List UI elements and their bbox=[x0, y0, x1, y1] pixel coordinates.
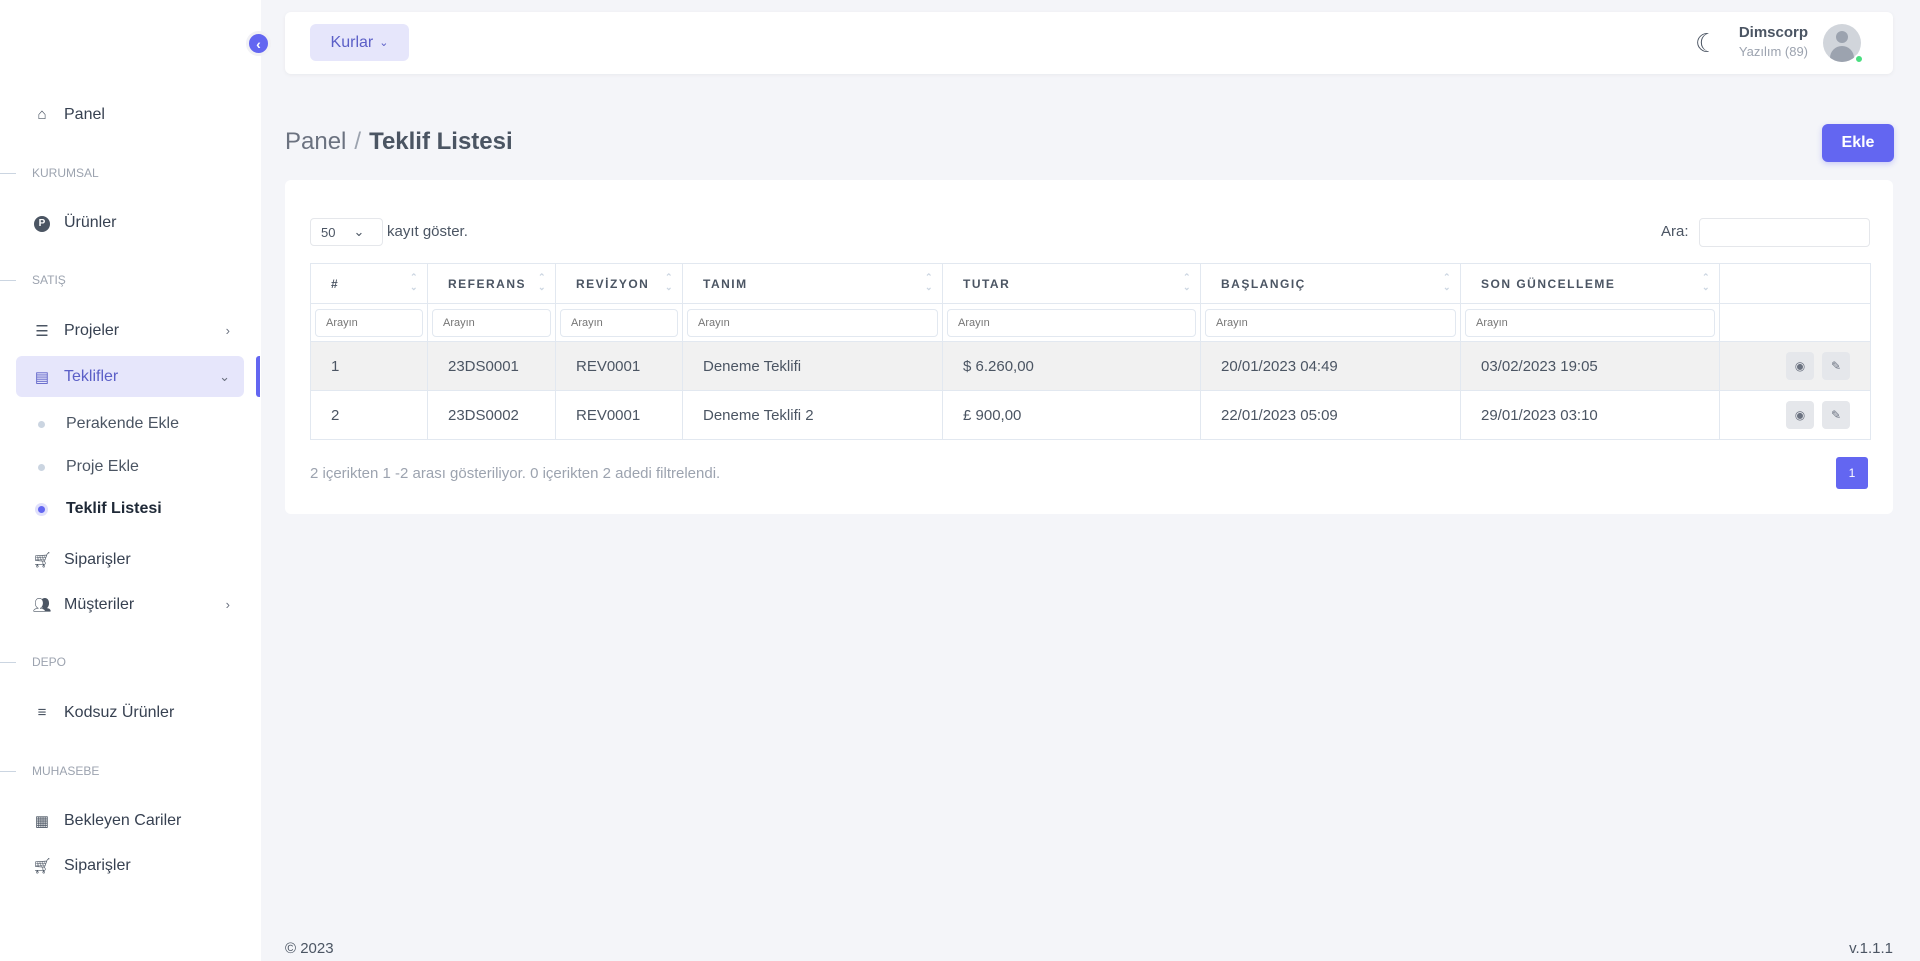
column-header-actions bbox=[1719, 263, 1871, 304]
search-label: Ara: bbox=[1661, 223, 1689, 240]
avatar[interactable] bbox=[1823, 24, 1861, 62]
column-header-revizyon[interactable]: REVİZYON ⌃ ⌄ bbox=[555, 263, 683, 304]
filter-input-tutar[interactable] bbox=[947, 308, 1196, 337]
sidebar-item-siparisler[interactable]: 🛒︎ Siparişler bbox=[32, 550, 131, 569]
home-icon: ⌂ bbox=[37, 106, 47, 123]
filter-input-tanim[interactable] bbox=[687, 308, 938, 337]
table-info: 2 içerikten 1 -2 arası gösteriliyor. 0 i… bbox=[310, 465, 721, 482]
active-indicator bbox=[256, 356, 260, 397]
column-header-referans[interactable]: REFERANS ⌃ ⌄ bbox=[427, 263, 556, 304]
section-muhasebe: MUHASEBE bbox=[0, 764, 99, 778]
chevron-left-icon: ‹ bbox=[256, 35, 261, 52]
sidebar-sub-teklif-listesi[interactable]: Teklif Listesi bbox=[16, 494, 162, 524]
sort-icon: ⌃ ⌄ bbox=[664, 272, 674, 292]
sidebar-sub-perakende-ekle[interactable]: Perakende Ekle bbox=[16, 409, 179, 439]
sort-icon: ⌃ ⌄ bbox=[1701, 272, 1711, 292]
chevron-right-icon: › bbox=[225, 597, 230, 612]
column-header-son-guncelleme[interactable]: SON GÜNCELLEME ⌃ ⌄ bbox=[1460, 263, 1720, 304]
kurlar-dropdown[interactable]: Kurlar ⌄ bbox=[310, 24, 409, 61]
dot-icon bbox=[38, 505, 45, 513]
user-name: Dimscorp bbox=[1738, 24, 1808, 41]
page-length-label: kayıt göster. bbox=[387, 223, 468, 240]
view-eye-icon[interactable]: ◉ bbox=[1786, 352, 1814, 380]
page-title: Teklif Listesi bbox=[369, 128, 513, 155]
table-row: 1 23DS0001 REV0001 Deneme Teklifi $ 6.26… bbox=[310, 341, 1871, 391]
filter-input-revizyon[interactable] bbox=[560, 308, 678, 337]
column-header-baslangic[interactable]: BAŞLANGIÇ ⌃ ⌄ bbox=[1200, 263, 1461, 304]
dark-mode-toggle-moon-icon[interactable]: ☾ bbox=[1695, 28, 1719, 58]
sidebar-item-musteriler[interactable]: 👥︎ Müşteriler › bbox=[32, 595, 230, 614]
breadcrumb-panel[interactable]: Panel bbox=[285, 128, 347, 155]
column-header-tanim[interactable]: TANIM ⌃ ⌄ bbox=[682, 263, 943, 304]
edit-icon[interactable]: ✎ bbox=[1822, 352, 1850, 380]
filter-input-son-guncelleme[interactable] bbox=[1465, 308, 1715, 337]
filter-input-referans[interactable] bbox=[432, 308, 551, 337]
add-button[interactable]: Ekle bbox=[1822, 124, 1894, 162]
sidebar: ⌂ Panel KURUMSAL P Ürünler SATIŞ ☰ Projeler… bbox=[0, 0, 261, 961]
user-role: Yazılım (89) bbox=[1738, 44, 1808, 59]
sidebar-collapse-button[interactable]: ‹ bbox=[246, 31, 271, 56]
section-kurumsal: KURUMSAL bbox=[0, 166, 99, 180]
sidebar-item-kodsuz-urunler[interactable]: ≡ Kodsuz Ürünler bbox=[16, 692, 244, 733]
dot-icon bbox=[38, 463, 45, 471]
users-icon: 👥︎ bbox=[32, 596, 52, 614]
sort-icon: ⌃ ⌄ bbox=[924, 272, 934, 292]
sidebar-item-bekleyen-cariler[interactable]: ▦ Bekleyen Cariler bbox=[16, 800, 244, 841]
chevron-down-icon: ⌄ bbox=[379, 37, 389, 49]
cart-icon: 🛒︎ bbox=[32, 551, 52, 569]
sidebar-item-projeler[interactable]: ☰ Projeler › bbox=[16, 310, 244, 351]
pagination-page-1[interactable]: 1 bbox=[1836, 457, 1868, 489]
sidebar-item-urunler[interactable]: P Ürünler bbox=[16, 202, 244, 243]
dot-icon bbox=[38, 420, 45, 428]
sort-icon: ⌃ ⌄ bbox=[409, 272, 419, 292]
sidebar-item-panel[interactable]: ⌂ Panel bbox=[16, 94, 244, 135]
cart-icon: 🛒︎ bbox=[32, 857, 52, 875]
section-depo: DEPO bbox=[0, 655, 66, 669]
filter-row bbox=[310, 303, 1871, 342]
filter-input-baslangic[interactable] bbox=[1205, 308, 1456, 337]
offers-table: # ⌃ ⌄ REFERANS ⌃ ⌄ REVİZYON ⌃ ⌄ TANIM ⌃ ⌄ TUTAR ⌃… bbox=[310, 263, 1871, 440]
list-icon: ▤ bbox=[34, 368, 50, 386]
chevron-right-icon: › bbox=[225, 323, 230, 338]
top-header: Kurlar ⌄ ☾ Dimscorp Yazılım (89) bbox=[285, 12, 1893, 74]
page-length-select[interactable]: 50 ⌄ bbox=[310, 218, 383, 246]
search-input[interactable] bbox=[1699, 218, 1870, 247]
p-circle-icon: P bbox=[32, 213, 52, 232]
chevron-down-icon: ⌄ bbox=[353, 224, 365, 239]
footer-copyright: © 2023 bbox=[285, 940, 334, 957]
column-header-tutar[interactable]: TUTAR ⌃ ⌄ bbox=[942, 263, 1201, 304]
user-info[interactable]: Dimscorp Yazılım (89) bbox=[1739, 24, 1808, 59]
stack-icon: ☰ bbox=[35, 322, 49, 340]
chevron-down-icon: ⌄ bbox=[219, 368, 230, 384]
building-icon: ▦ bbox=[34, 812, 50, 830]
sidebar-sub-proje-ekle[interactable]: Proje Ekle bbox=[16, 452, 139, 482]
sort-icon: ⌃ ⌄ bbox=[1182, 272, 1192, 292]
edit-icon[interactable]: ✎ bbox=[1822, 401, 1850, 429]
breadcrumb: Panel / Teklif Listesi bbox=[285, 128, 513, 155]
sort-icon: ⌃ ⌄ bbox=[537, 272, 547, 292]
sidebar-item-teklifler[interactable]: ▤ Teklifler ⌄ bbox=[16, 356, 244, 397]
online-status-dot bbox=[1854, 54, 1864, 64]
filter-input-number[interactable] bbox=[315, 308, 423, 337]
lines-icon: ≡ bbox=[37, 704, 47, 721]
sidebar-item-siparisler-muhasebe[interactable]: 🛒︎ Siparişler bbox=[32, 856, 131, 875]
footer-version: v.1.1.1 bbox=[1849, 940, 1893, 957]
table-card: 50 ⌄ kayıt göster. Ara: # ⌃ ⌄ REFERANS ⌃ ⌄ RE… bbox=[285, 180, 1893, 514]
table-row: 2 23DS0002 REV0001 Deneme Teklifi 2 £ 90… bbox=[310, 390, 1871, 440]
sort-icon: ⌃ ⌄ bbox=[1442, 272, 1452, 292]
view-eye-icon[interactable]: ◉ bbox=[1786, 401, 1814, 429]
column-header-number[interactable]: # ⌃ ⌄ bbox=[310, 263, 428, 304]
section-satis: SATIŞ bbox=[0, 273, 66, 287]
